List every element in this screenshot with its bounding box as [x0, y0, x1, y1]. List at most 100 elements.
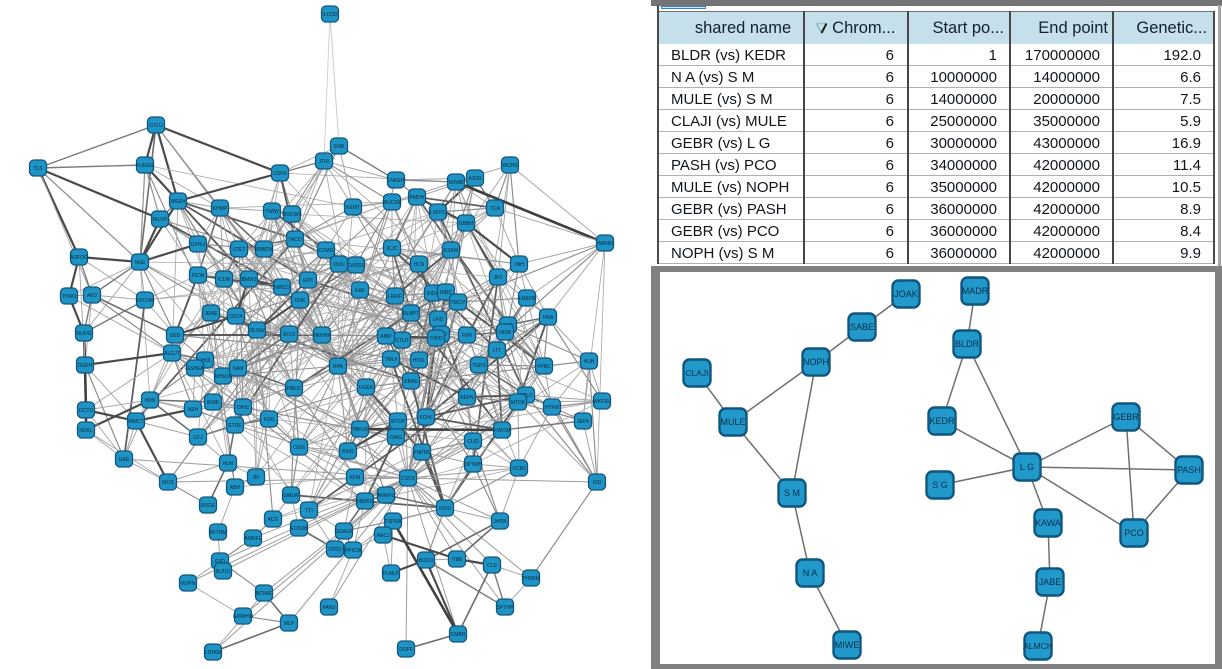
svg-text:S G: S G	[932, 480, 948, 490]
svg-text:GDAGF: GDAGF	[335, 529, 353, 535]
svg-text:MTDK: MTDK	[511, 400, 526, 406]
svg-text:HTFM: HTFM	[545, 405, 559, 411]
svg-text:TWIW: TWIW	[265, 209, 279, 215]
svg-text:FUEGG: FUEGG	[136, 163, 154, 169]
svg-text:MOS: MOS	[162, 480, 174, 486]
svg-text:RILOP: RILOP	[152, 217, 168, 223]
svg-text:HTKL: HTKL	[413, 358, 426, 364]
svg-text:THSBM: THSBM	[522, 576, 540, 582]
svg-text:TMLF: TMLF	[384, 357, 397, 363]
svg-text:KBBDW: KBBDW	[255, 247, 274, 253]
svg-text:RLBPT: RLBPT	[403, 311, 419, 317]
svg-text:AHSLW: AHSLW	[214, 374, 232, 380]
svg-text:MADR: MADR	[962, 286, 989, 296]
svg-text:DED: DED	[170, 333, 181, 339]
svg-text:GSHEA: GSHEA	[186, 366, 204, 372]
svg-text:MIWE: MIWE	[835, 640, 860, 650]
svg-text:BMO: BMO	[342, 449, 354, 455]
svg-text:WUCRA: WUCRA	[383, 200, 403, 206]
svg-text:STET: STET	[233, 247, 246, 253]
svg-text:BIOOI: BIOOI	[419, 558, 433, 564]
svg-text:HKHNK: HKHNK	[313, 333, 331, 339]
svg-text:DPTWH: DPTWH	[464, 462, 483, 468]
svg-text:S M: S M	[784, 488, 800, 498]
svg-text:KEMT: KEMT	[346, 205, 360, 211]
svg-text:OUU: OUU	[333, 262, 345, 268]
svg-text:TCA: TCA	[490, 206, 501, 212]
svg-text:NUOG: NUOG	[77, 331, 92, 337]
svg-text:N A: N A	[803, 568, 818, 578]
svg-text:SPTHP: SPTHP	[497, 605, 514, 611]
svg-text:ALGJT: ALGJT	[164, 351, 180, 357]
svg-text:FICW: FICW	[192, 273, 205, 279]
svg-text:JEFA: JEFA	[577, 419, 590, 425]
svg-text:OIHC: OIHC	[237, 405, 250, 411]
svg-text:EAF: EAF	[355, 288, 365, 294]
svg-text:OCBJ: OCBJ	[512, 466, 526, 472]
svg-text:TACO: TACO	[288, 237, 302, 243]
svg-text:ALMCH: ALMCH	[1023, 641, 1053, 651]
svg-text:NGE: NGE	[135, 260, 147, 266]
svg-text:ANCJ: ANCJ	[376, 533, 390, 539]
svg-text:GTLU: GTLU	[149, 123, 163, 129]
svg-text:BCIME: BCIME	[256, 591, 273, 597]
svg-text:TWCP: TWCP	[451, 300, 466, 306]
svg-text:ILCOD: ILCOD	[322, 12, 338, 18]
svg-text:JOAK: JOAK	[894, 289, 918, 299]
svg-text:LSFPC: LSFPC	[430, 210, 447, 216]
svg-text:UHOL: UHOL	[198, 358, 212, 364]
svg-text:TSPEB: TSPEB	[385, 519, 402, 525]
svg-text:CFJ: CFJ	[193, 435, 203, 441]
svg-text:KEFN: KEFN	[460, 395, 474, 401]
svg-text:FIIO: FIIO	[215, 559, 225, 565]
svg-text:RPA: RPA	[333, 364, 344, 370]
svg-text:PCO: PCO	[1124, 528, 1144, 538]
svg-text:DDK: DDK	[295, 298, 306, 304]
svg-text:DOFF: DOFF	[399, 647, 413, 653]
svg-text:CLAJI: CLAJI	[685, 368, 708, 378]
svg-text:CTLD: CTLD	[395, 338, 408, 344]
svg-text:CPDJ: CPDJ	[328, 547, 342, 553]
svg-text:AJGR: AJGR	[468, 176, 482, 182]
svg-text:GPIKJ: GPIKJ	[191, 242, 206, 248]
svg-text:ENB: ENB	[334, 144, 345, 150]
svg-text:CSMG: CSMG	[319, 248, 334, 254]
svg-text:ADFOO: ADFOO	[70, 255, 88, 261]
svg-text:WTDP: WTDP	[391, 419, 406, 425]
svg-text:EPCHM: EPCHM	[136, 298, 154, 304]
svg-text:LTRKM: LTRKM	[205, 650, 222, 656]
svg-text:CWSSU: CWSSU	[347, 263, 366, 269]
svg-text:JKCS: JKCS	[283, 332, 296, 338]
svg-text:OCTD: OCTD	[79, 408, 94, 414]
svg-text:OLGW: OLGW	[249, 328, 265, 334]
svg-text:WMCT: WMCT	[128, 419, 144, 425]
svg-text:BLDR: BLDR	[955, 339, 980, 349]
svg-text:PMDH: PMDH	[410, 195, 425, 201]
svg-text:KAWA: KAWA	[1035, 518, 1061, 528]
svg-text:MULE: MULE	[720, 417, 745, 427]
svg-text:JABE: JABE	[1039, 577, 1062, 587]
svg-text:HRA: HRA	[543, 315, 554, 321]
svg-text:ABH: ABH	[230, 485, 241, 491]
svg-text:KAM: KAM	[233, 366, 244, 372]
svg-text:UGEK: UGEK	[359, 385, 374, 391]
svg-text:FPBC: FPBC	[537, 364, 551, 370]
svg-text:FNPML: FNPML	[414, 450, 431, 456]
svg-text:TBFUK: TBFUK	[352, 427, 369, 433]
svg-text:HLM: HLM	[223, 461, 234, 467]
svg-text:GPC: GPC	[303, 278, 314, 284]
svg-text:ESKM: ESKM	[444, 248, 458, 254]
svg-text:L G: L G	[1020, 462, 1034, 472]
svg-text:AKD: AKD	[87, 293, 98, 299]
svg-text:TTI: TTI	[305, 508, 313, 514]
svg-text:FLMLF: FLMLF	[383, 571, 399, 577]
svg-text:BFTNM: BFTNM	[209, 530, 226, 536]
svg-text:CLID: CLID	[467, 439, 479, 445]
svg-text:ICJC: ICJC	[386, 246, 398, 252]
svg-text:WRNN: WRNN	[597, 241, 613, 247]
svg-text:KCHL: KCHL	[419, 415, 433, 421]
svg-text:ETDE: ETDE	[228, 423, 242, 429]
svg-text:NSSI: NSSI	[439, 506, 451, 512]
svg-text:CLS: CLS	[487, 563, 497, 569]
svg-text:FBDKG: FBDKG	[356, 499, 373, 505]
